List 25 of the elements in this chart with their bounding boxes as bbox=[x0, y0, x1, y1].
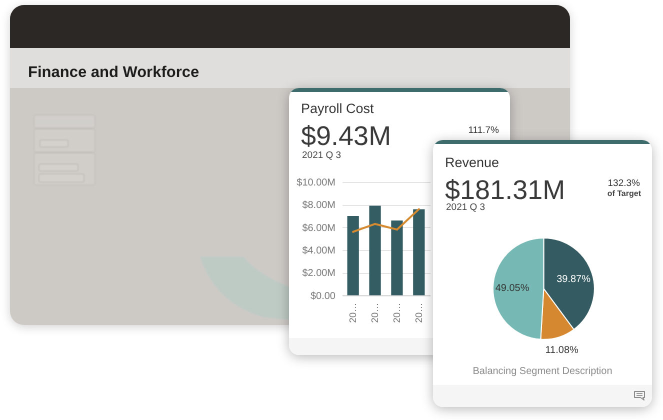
x-tick-label: 20… bbox=[370, 302, 382, 323]
x-tick-label: 20… bbox=[414, 302, 425, 323]
text: 132.3% bbox=[608, 178, 640, 189]
line-series bbox=[352, 208, 420, 233]
data-label: 39.87% bbox=[556, 274, 590, 286]
x-tick-label: 20… bbox=[392, 302, 403, 323]
text: 2021 Q 3 bbox=[302, 150, 342, 160]
x-tick-label: 20… bbox=[348, 302, 360, 323]
text: Finance and Workforce bbox=[28, 64, 200, 80]
y-tick-label: $2.00M bbox=[302, 268, 336, 279]
y-tick-label: $10.00M bbox=[296, 177, 336, 188]
y-tick-label: $4.00M bbox=[302, 245, 336, 256]
y-tick-label: $6.00M bbox=[302, 222, 336, 234]
data-label: 49.05% bbox=[495, 283, 530, 294]
text: 111.7% bbox=[468, 124, 499, 136]
y-tick-label: $8.00M bbox=[302, 200, 336, 211]
chart-title: Revenue bbox=[445, 154, 500, 170]
chart-subtitle: $181.31M bbox=[445, 175, 566, 205]
text: 2021 Q 3 bbox=[446, 202, 486, 213]
text: of Target bbox=[607, 188, 641, 198]
data-label: 11.08% bbox=[545, 345, 578, 356]
text: Balancing Segment Description bbox=[472, 366, 614, 377]
y-tick-label: $0.00 bbox=[310, 290, 336, 302]
chart-subtitle: $9.43M bbox=[301, 121, 392, 152]
chart-title: Payroll Cost bbox=[301, 101, 374, 116]
